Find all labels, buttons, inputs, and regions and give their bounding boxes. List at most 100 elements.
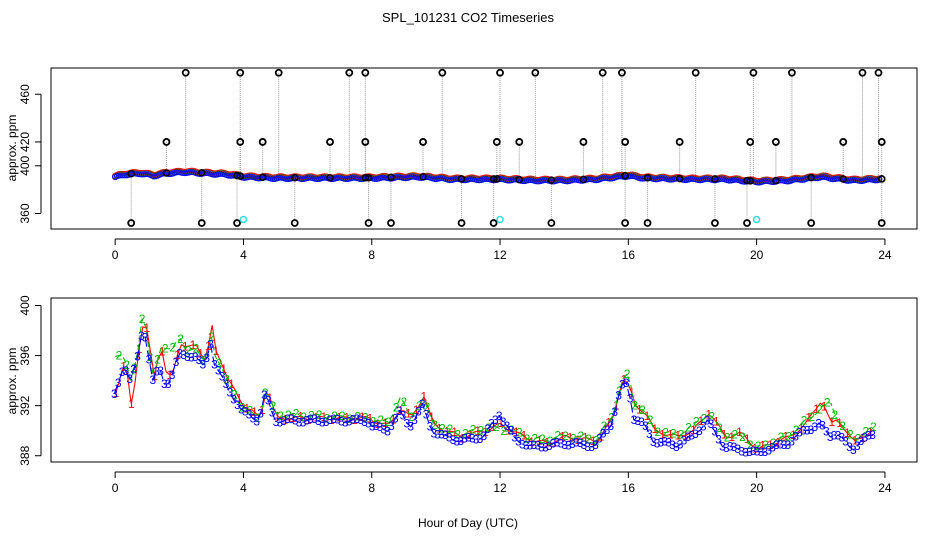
- series-marker-3: 3: [253, 415, 260, 429]
- series-marker-3: 3: [727, 440, 734, 454]
- series-marker-1: 1: [182, 340, 189, 354]
- raw-point-black: [515, 175, 524, 184]
- calibration-point: [239, 215, 248, 224]
- series-marker-3: 3: [584, 440, 591, 454]
- series-marker-3: 3: [735, 442, 742, 456]
- series-marker-2: 2: [439, 422, 446, 436]
- series-marker-2: 2: [208, 330, 215, 344]
- spike-point: [531, 68, 540, 77]
- series-marker-1: 1: [798, 422, 805, 436]
- series-marker-3: 3: [203, 351, 210, 365]
- spike-point: [492, 138, 501, 146]
- raw-point-black: [621, 171, 629, 180]
- series-marker-1: 1: [651, 422, 658, 436]
- series-marker-3: 3: [226, 385, 233, 399]
- spike-point: [547, 219, 556, 227]
- series-marker-3: 3: [854, 439, 861, 453]
- series-marker-3: 3: [719, 440, 726, 454]
- series-marker-3: 3: [146, 352, 153, 366]
- series-marker-3: 3: [176, 347, 183, 361]
- series-marker-3: 3: [346, 415, 353, 429]
- series-marker-1: 1: [621, 373, 628, 387]
- series-marker-3: 3: [161, 377, 168, 391]
- series-marker-2: 2: [393, 401, 400, 415]
- series-marker-2: 2: [554, 429, 561, 443]
- series-marker-3: 3: [835, 428, 842, 442]
- series-marker-3: 3: [592, 438, 599, 452]
- series-marker-2: 2: [431, 418, 438, 432]
- x-tick-label: 0: [112, 481, 119, 495]
- spike-point: [290, 219, 299, 227]
- series-marker-3: 3: [265, 393, 272, 407]
- series-marker-1: 1: [759, 439, 766, 453]
- series-marker-3: 3: [550, 436, 557, 450]
- spike-point: [807, 219, 816, 227]
- y-tick-label: 360: [18, 203, 32, 223]
- series-marker-3: 3: [369, 420, 376, 434]
- series-marker-1: 1: [505, 424, 512, 438]
- y-tick-label: 400: [18, 155, 32, 175]
- series-marker-3: 3: [315, 414, 322, 428]
- series-marker-3: 3: [119, 365, 126, 379]
- series-marker-2: 2: [146, 350, 153, 364]
- series-marker-3: 3: [696, 424, 703, 438]
- series-marker-3: 3: [546, 439, 553, 453]
- x-tick-label: 20: [750, 481, 764, 495]
- series-marker-3: 3: [846, 440, 853, 454]
- series-marker-2: 2: [262, 386, 269, 400]
- series-marker-3: 3: [500, 415, 507, 429]
- series-marker-1: 1: [405, 407, 412, 421]
- series-marker-3: 3: [788, 434, 795, 448]
- series-marker-3: 3: [411, 413, 418, 427]
- x-tick-label: 24: [878, 481, 892, 495]
- series-marker-1: 1: [790, 428, 797, 442]
- series-marker-3: 3: [430, 427, 437, 441]
- series-marker-2: 2: [162, 341, 169, 355]
- series-marker-1: 1: [474, 424, 481, 438]
- series-marker-1: 1: [259, 403, 266, 417]
- series-marker-3: 3: [246, 407, 253, 421]
- x-tick-label: 8: [368, 248, 375, 262]
- series-marker-2: 2: [547, 434, 554, 448]
- series-marker-3: 3: [207, 338, 214, 352]
- series-marker-2: 2: [477, 424, 484, 438]
- series-marker-2: 2: [247, 403, 254, 417]
- series-marker-2: 2: [277, 409, 284, 423]
- series-marker-2: 2: [501, 424, 508, 438]
- series-marker-2: 2: [493, 420, 500, 434]
- spike-point: [749, 68, 758, 77]
- series-marker-2: 2: [739, 430, 746, 444]
- y-tick-label: 392: [18, 395, 32, 415]
- series-marker-3: 3: [184, 350, 191, 364]
- series-marker-3: 3: [134, 350, 141, 364]
- series-marker-2: 2: [832, 408, 839, 422]
- series-marker-2: 2: [685, 420, 692, 434]
- series-marker-3: 3: [149, 373, 156, 387]
- panel-filtered-frame: [50, 297, 918, 463]
- spike-point: [233, 219, 241, 227]
- raw-point-black: [291, 173, 299, 182]
- series-marker-3: 3: [142, 330, 149, 344]
- series-marker-3: 3: [261, 388, 268, 402]
- series-marker-3: 3: [380, 423, 387, 437]
- series-marker-3: 3: [688, 429, 695, 443]
- series-marker-1: 1: [374, 417, 381, 431]
- series-marker-3: 3: [542, 441, 549, 455]
- series-marker-2: 2: [308, 409, 315, 423]
- panel-raw: approx. ppm 0 4 8 12 16 20 24 360 400 420 460: [5, 67, 918, 262]
- series-marker-3: 3: [869, 428, 876, 442]
- series-marker-3: 3: [180, 348, 187, 362]
- series-marker-3: 3: [515, 435, 522, 449]
- series-marker-1: 1: [174, 348, 181, 362]
- series-marker-1: 1: [659, 428, 666, 442]
- series-marker-3: 3: [215, 363, 222, 377]
- series-marker-2: 2: [362, 411, 369, 425]
- raw-point-black: [493, 175, 501, 183]
- spike-point: [771, 138, 780, 146]
- series-marker-3: 3: [642, 419, 649, 433]
- series-marker-2: 2: [416, 399, 423, 413]
- raw-point-black: [236, 172, 244, 180]
- series-marker-1: 1: [813, 402, 820, 416]
- series-marker-2: 2: [516, 425, 523, 439]
- series-marker-2: 2: [724, 431, 731, 445]
